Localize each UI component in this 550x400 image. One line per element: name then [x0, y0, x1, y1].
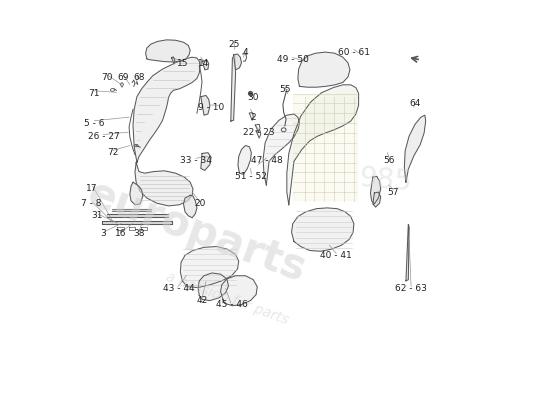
- Text: 4: 4: [243, 48, 248, 56]
- Polygon shape: [201, 96, 210, 115]
- Text: 42: 42: [196, 296, 208, 305]
- Polygon shape: [373, 192, 381, 207]
- Text: 14: 14: [199, 60, 210, 68]
- Text: 17: 17: [86, 184, 97, 193]
- Polygon shape: [184, 195, 197, 218]
- Text: 33 - 34: 33 - 34: [180, 156, 212, 165]
- Text: 38: 38: [133, 229, 145, 238]
- Text: 72: 72: [108, 148, 119, 157]
- Polygon shape: [202, 60, 209, 70]
- Text: 30: 30: [248, 93, 259, 102]
- Polygon shape: [146, 40, 190, 62]
- Text: 68: 68: [133, 73, 145, 82]
- Text: 15: 15: [177, 60, 188, 68]
- Text: 47 - 48: 47 - 48: [251, 156, 283, 165]
- Text: 60 - 61: 60 - 61: [338, 48, 370, 56]
- Text: europarts: europarts: [81, 172, 311, 291]
- Polygon shape: [292, 208, 354, 251]
- Text: 70: 70: [102, 73, 113, 82]
- Polygon shape: [293, 94, 357, 200]
- Polygon shape: [234, 54, 241, 70]
- Text: 49 - 50: 49 - 50: [277, 56, 309, 64]
- Text: 45 - 46: 45 - 46: [216, 300, 248, 309]
- Text: 40 - 41: 40 - 41: [320, 251, 352, 260]
- Polygon shape: [263, 114, 299, 185]
- Text: 64: 64: [409, 99, 421, 108]
- Polygon shape: [135, 162, 193, 206]
- Text: 55: 55: [279, 85, 290, 94]
- Text: 20: 20: [194, 200, 206, 208]
- Text: 62 - 63: 62 - 63: [395, 284, 427, 293]
- Text: 26 - 27: 26 - 27: [87, 132, 119, 141]
- Text: 71: 71: [88, 89, 100, 98]
- Polygon shape: [221, 276, 257, 306]
- Text: 5 - 6: 5 - 6: [84, 118, 104, 128]
- Polygon shape: [371, 176, 381, 204]
- Text: 56: 56: [384, 156, 395, 165]
- Text: 51 - 52: 51 - 52: [235, 172, 267, 181]
- Polygon shape: [406, 224, 409, 281]
- Text: 985: 985: [358, 164, 413, 196]
- Text: 31: 31: [92, 211, 103, 220]
- Polygon shape: [133, 57, 200, 162]
- Polygon shape: [113, 209, 151, 211]
- Polygon shape: [130, 182, 143, 205]
- Polygon shape: [107, 214, 168, 217]
- Polygon shape: [287, 85, 359, 205]
- Polygon shape: [404, 115, 426, 182]
- Text: 69: 69: [117, 73, 129, 82]
- Polygon shape: [298, 52, 350, 87]
- Text: 22 - 23: 22 - 23: [244, 128, 275, 138]
- Text: 25: 25: [228, 40, 239, 49]
- Polygon shape: [201, 153, 211, 170]
- Polygon shape: [172, 57, 175, 64]
- Text: 16: 16: [116, 229, 127, 238]
- Polygon shape: [231, 55, 235, 121]
- Text: a passion for parts: a passion for parts: [164, 270, 291, 327]
- Text: 57: 57: [388, 188, 399, 197]
- Ellipse shape: [249, 92, 252, 96]
- Polygon shape: [198, 273, 228, 300]
- Text: 3: 3: [101, 229, 106, 238]
- Polygon shape: [102, 220, 173, 224]
- Text: 9 - 10: 9 - 10: [198, 103, 224, 112]
- Text: 2: 2: [250, 113, 256, 122]
- Polygon shape: [238, 146, 251, 174]
- Text: 43 - 44: 43 - 44: [163, 284, 194, 293]
- Polygon shape: [180, 246, 239, 288]
- Text: 7 - 8: 7 - 8: [81, 200, 102, 208]
